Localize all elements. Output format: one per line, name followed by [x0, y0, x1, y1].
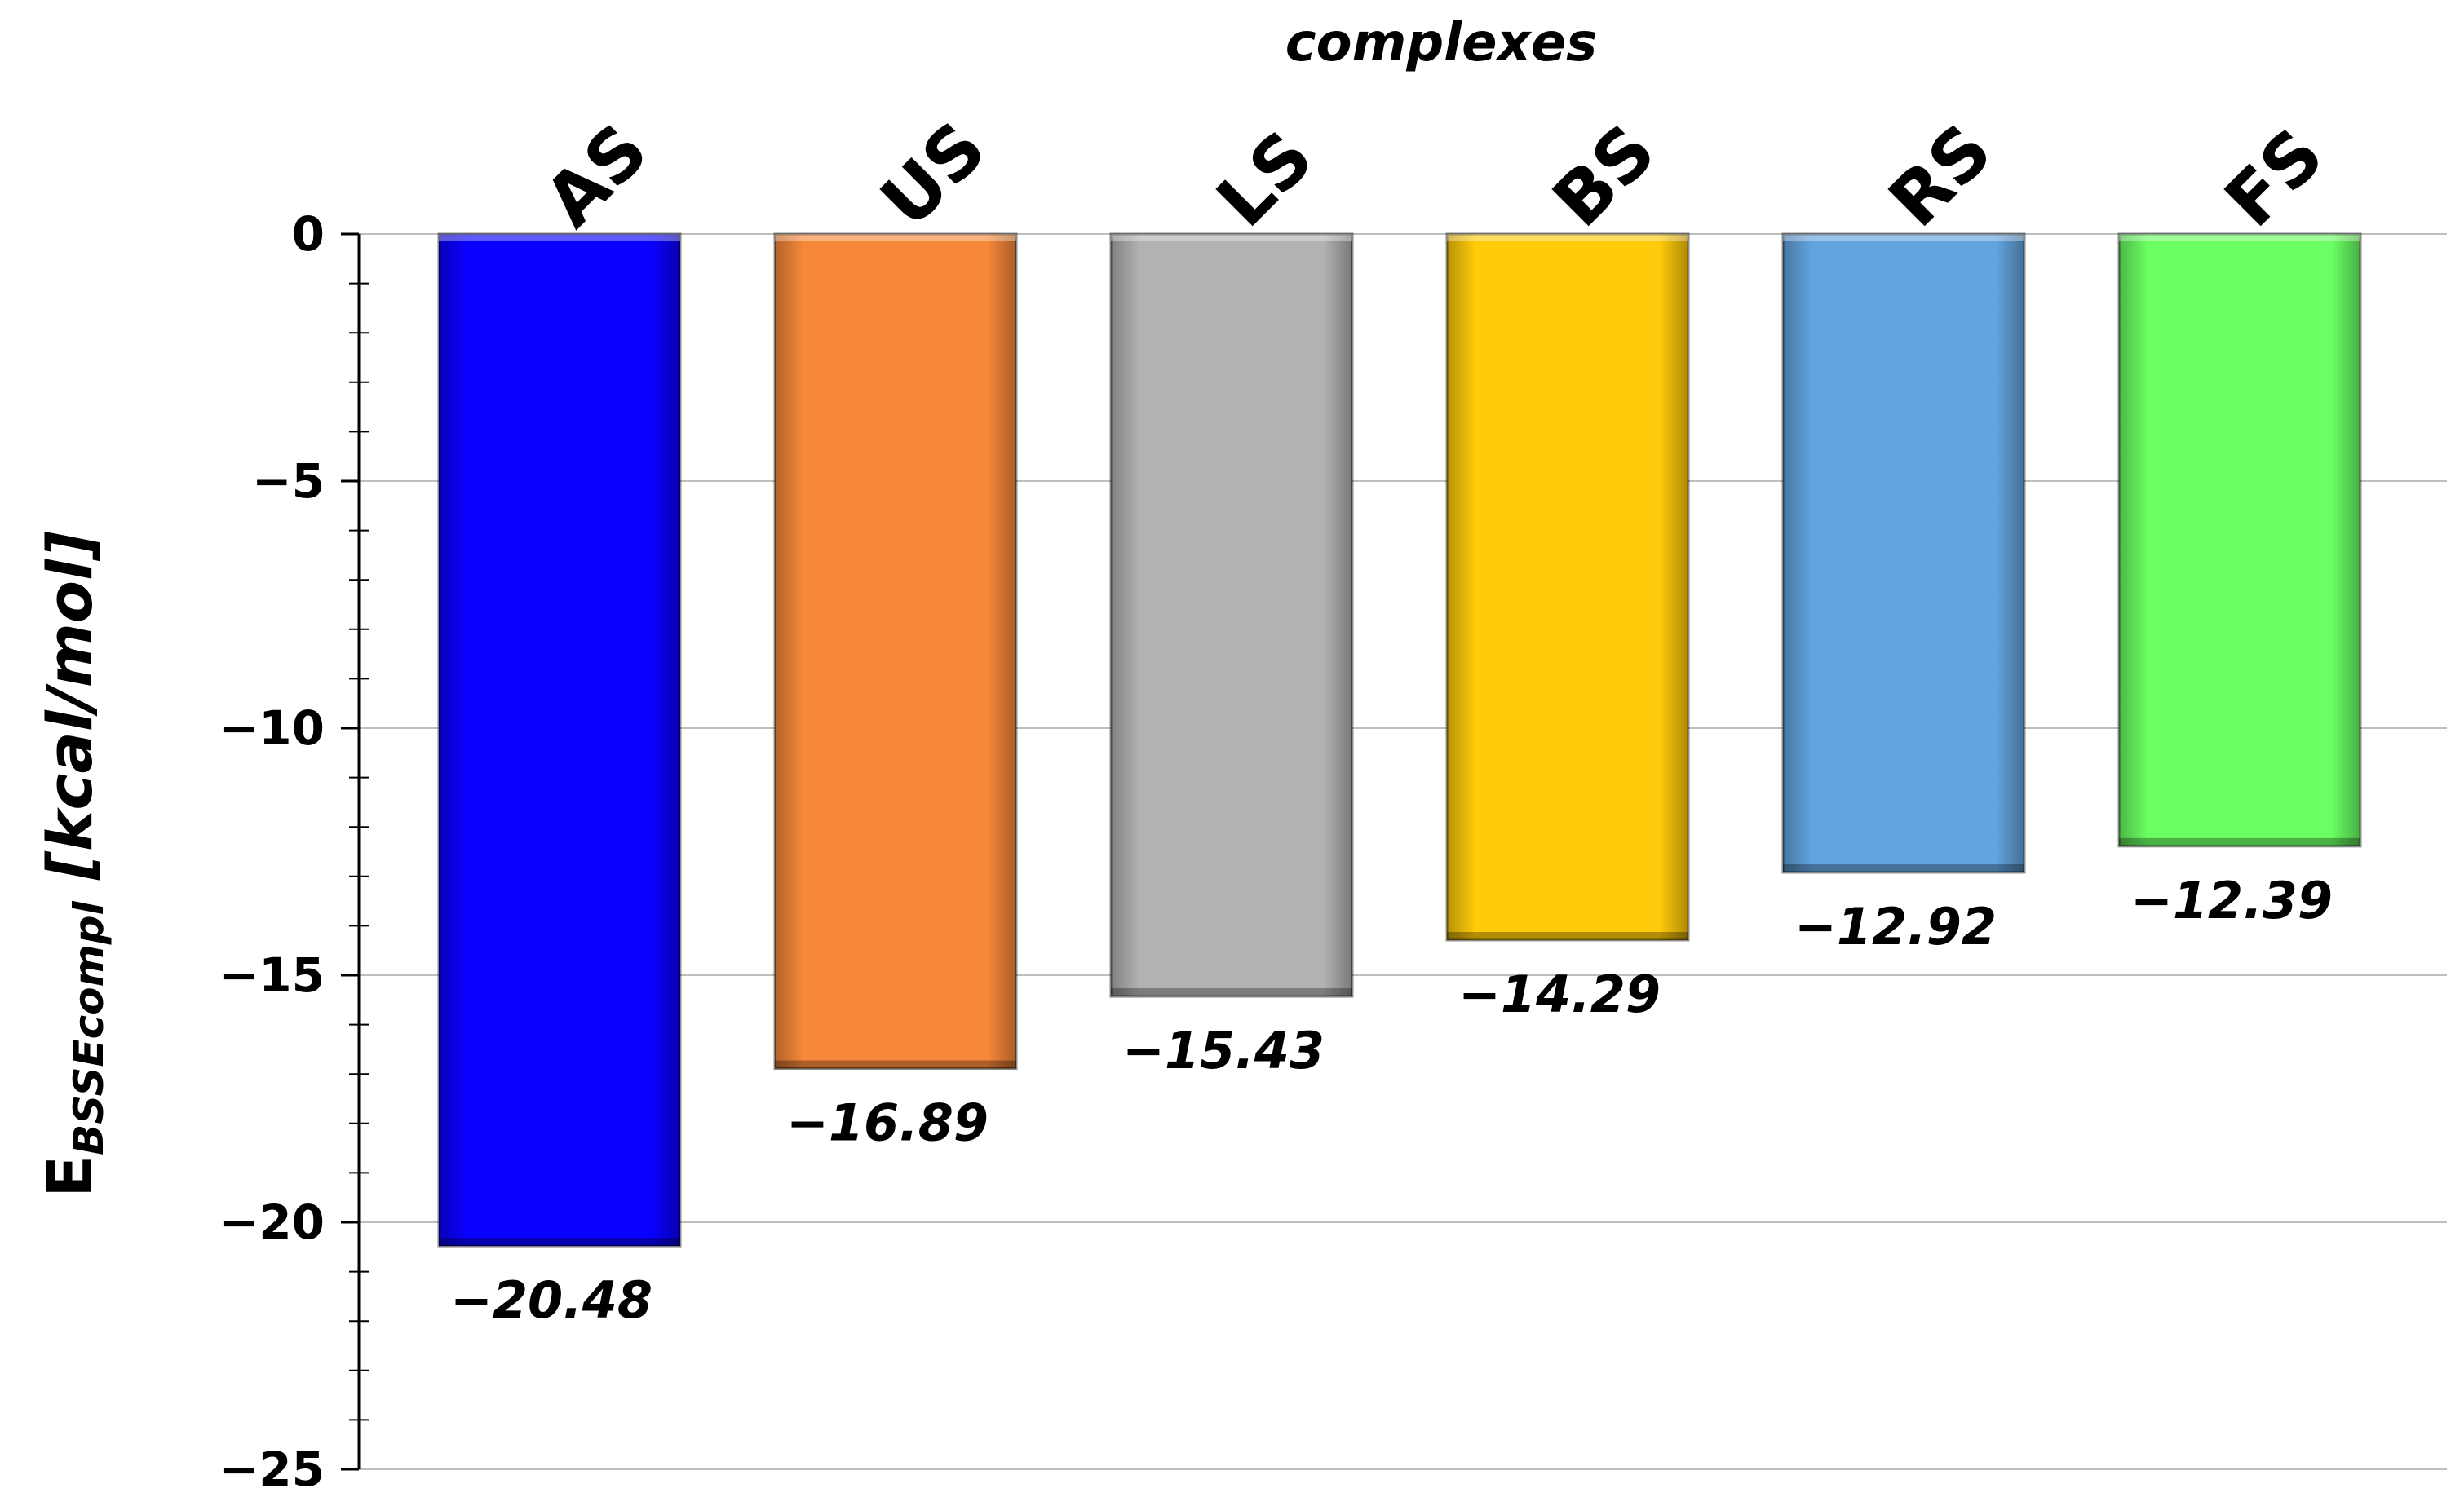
bar-fs	[2117, 232, 2362, 848]
bar-bevel	[1111, 234, 1352, 997]
category-label: US	[865, 106, 1002, 243]
bar-top-highlight	[1447, 234, 1688, 241]
y-axis: 0 −5 −10 −15 −20 −25	[219, 206, 369, 1497]
bar-top-highlight	[775, 234, 1016, 241]
bar-bevel	[1783, 234, 2024, 872]
category-label: LS	[1201, 115, 1329, 243]
category-label: FS	[2209, 113, 2339, 243]
data-label: −20.48	[450, 1270, 652, 1330]
category-label: AS	[529, 108, 664, 243]
x-axis-title: complexes	[1285, 13, 1598, 73]
bar-top-highlight	[1111, 234, 1352, 241]
bar-top-highlight	[1783, 234, 2024, 241]
category-label: RS	[1873, 108, 2008, 243]
bar-bottom-edge	[1783, 863, 2024, 872]
bar-rs	[1781, 232, 2026, 874]
bar-us	[773, 232, 1018, 1071]
gridlines	[359, 233, 2447, 1470]
labels: −20.48 AS −16.89 US −15.43 LS −14.29 BS −12.92 RS…	[450, 106, 2339, 1330]
y-tick-label: −25	[219, 1442, 325, 1497]
bar-bottom-edge	[2119, 837, 2360, 846]
bar-bottom-edge	[1111, 988, 1352, 997]
bar-top-highlight	[2119, 234, 2360, 241]
y-tick-label: −15	[219, 947, 325, 1003]
data-label: −16.89	[786, 1093, 989, 1153]
bar-top-highlight	[439, 234, 680, 241]
y-tick-label: −20	[219, 1195, 325, 1250]
y-axis-title-unit: [kcal/mol]	[33, 531, 106, 901]
bar-ls	[1109, 232, 1354, 998]
bar-bevel	[439, 234, 680, 1247]
bar-bevel	[2119, 234, 2360, 846]
bar-bs	[1445, 232, 1690, 942]
data-label: −12.39	[2130, 871, 2333, 930]
data-label: −15.43	[1122, 1021, 1325, 1080]
bar-bottom-edge	[775, 1060, 1016, 1069]
bar-bevel	[1447, 234, 1688, 940]
y-axis-title-main: E	[33, 1155, 106, 1198]
y-axis-title-subscript: BSSEcompl	[65, 900, 113, 1155]
bar-as	[437, 232, 682, 1248]
bar-bevel	[775, 234, 1016, 1069]
data-label: −12.92	[1794, 897, 1997, 956]
y-tick-label: −10	[219, 700, 325, 756]
bars	[437, 232, 2362, 1248]
y-tick-label: −5	[252, 453, 325, 509]
y-axis-title: EBSSEcompl [kcal/mol]	[33, 531, 113, 1198]
category-label: BS	[1537, 108, 1671, 243]
bar-bottom-edge	[439, 1238, 680, 1247]
bar-bottom-edge	[1447, 931, 1688, 940]
y-tick-label: 0	[292, 206, 325, 262]
data-label: −14.29	[1458, 965, 1661, 1024]
